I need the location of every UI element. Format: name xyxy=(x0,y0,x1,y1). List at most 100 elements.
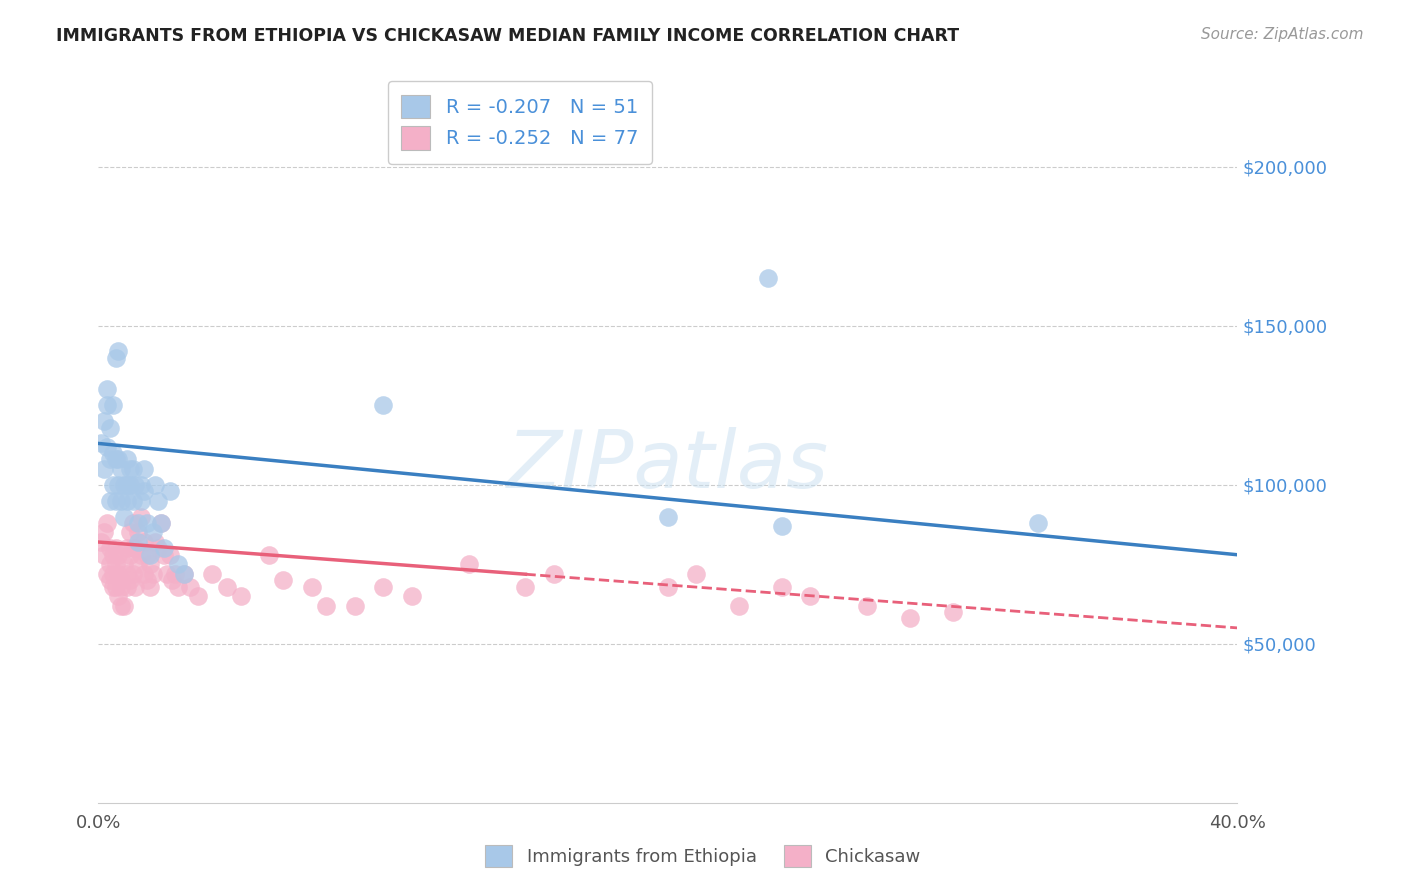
Point xyxy=(373,398,395,412)
Point xyxy=(1026,516,1049,530)
Point xyxy=(118,525,141,540)
Point xyxy=(127,535,149,549)
Point xyxy=(121,462,143,476)
Point xyxy=(145,535,167,549)
Point xyxy=(135,573,157,587)
Point xyxy=(145,477,167,491)
Point xyxy=(110,580,132,594)
Point xyxy=(124,477,146,491)
Point xyxy=(799,589,821,603)
Point xyxy=(543,566,565,581)
Point xyxy=(107,589,129,603)
Point xyxy=(135,516,157,530)
Point xyxy=(150,516,173,530)
Point xyxy=(127,516,149,530)
Point xyxy=(96,383,118,397)
Point xyxy=(101,398,124,412)
Point xyxy=(132,535,155,549)
Point xyxy=(96,440,118,454)
Point xyxy=(127,558,149,572)
Point xyxy=(159,548,181,562)
Point xyxy=(98,541,121,556)
Point xyxy=(685,566,707,581)
Point xyxy=(457,558,479,572)
Point xyxy=(101,477,124,491)
Point xyxy=(96,566,118,581)
Point xyxy=(93,525,115,540)
Point xyxy=(201,566,224,581)
Point xyxy=(93,414,115,428)
Point xyxy=(115,452,138,467)
Point xyxy=(942,605,965,619)
Point xyxy=(148,541,170,556)
Point xyxy=(98,573,121,587)
Point xyxy=(101,446,124,460)
Point xyxy=(110,493,132,508)
Point xyxy=(110,462,132,476)
Point xyxy=(118,548,141,562)
Point xyxy=(515,580,537,594)
Point xyxy=(173,566,195,581)
Text: IMMIGRANTS FROM ETHIOPIA VS CHICKASAW MEDIAN FAMILY INCOME CORRELATION CHART: IMMIGRANTS FROM ETHIOPIA VS CHICKASAW ME… xyxy=(56,27,959,45)
Point xyxy=(121,493,143,508)
Point xyxy=(118,477,141,491)
Point xyxy=(124,541,146,556)
Point xyxy=(132,462,155,476)
Point xyxy=(167,558,190,572)
Point xyxy=(135,548,157,562)
Point xyxy=(104,351,127,365)
Point xyxy=(156,566,179,581)
Point xyxy=(90,436,112,450)
Point xyxy=(179,580,201,594)
Point xyxy=(124,580,146,594)
Point xyxy=(101,580,124,594)
Point xyxy=(129,548,152,562)
Point xyxy=(153,548,176,562)
Point xyxy=(118,462,141,476)
Point xyxy=(138,580,160,594)
Point xyxy=(657,509,679,524)
Point xyxy=(728,599,751,613)
Point xyxy=(104,558,127,572)
Point xyxy=(115,566,138,581)
Point xyxy=(112,509,135,524)
Point xyxy=(107,566,129,581)
Point xyxy=(173,566,195,581)
Point xyxy=(273,573,295,587)
Point xyxy=(96,398,118,412)
Point xyxy=(259,548,281,562)
Point xyxy=(756,271,779,285)
Point xyxy=(148,493,170,508)
Point xyxy=(104,580,127,594)
Point xyxy=(127,525,149,540)
Point xyxy=(115,477,138,491)
Point xyxy=(98,493,121,508)
Point xyxy=(165,566,187,581)
Point xyxy=(101,548,124,562)
Point xyxy=(141,525,163,540)
Point xyxy=(104,493,127,508)
Legend: R = -0.207   N = 51, R = -0.252   N = 77: R = -0.207 N = 51, R = -0.252 N = 77 xyxy=(388,81,652,163)
Point xyxy=(96,516,118,530)
Point xyxy=(153,541,176,556)
Point xyxy=(121,516,143,530)
Point xyxy=(373,580,395,594)
Text: ZIPatlas: ZIPatlas xyxy=(506,427,830,506)
Point xyxy=(104,541,127,556)
Point xyxy=(162,573,184,587)
Point xyxy=(107,548,129,562)
Point xyxy=(770,519,793,533)
Point xyxy=(93,462,115,476)
Point xyxy=(115,541,138,556)
Point xyxy=(343,599,366,613)
Point xyxy=(150,516,173,530)
Point xyxy=(93,548,115,562)
Point xyxy=(129,509,152,524)
Point xyxy=(110,573,132,587)
Point xyxy=(138,548,160,562)
Legend: Immigrants from Ethiopia, Chickasaw: Immigrants from Ethiopia, Chickasaw xyxy=(478,838,928,874)
Point xyxy=(167,580,190,594)
Point xyxy=(107,477,129,491)
Text: Source: ZipAtlas.com: Source: ZipAtlas.com xyxy=(1201,27,1364,42)
Point xyxy=(301,580,323,594)
